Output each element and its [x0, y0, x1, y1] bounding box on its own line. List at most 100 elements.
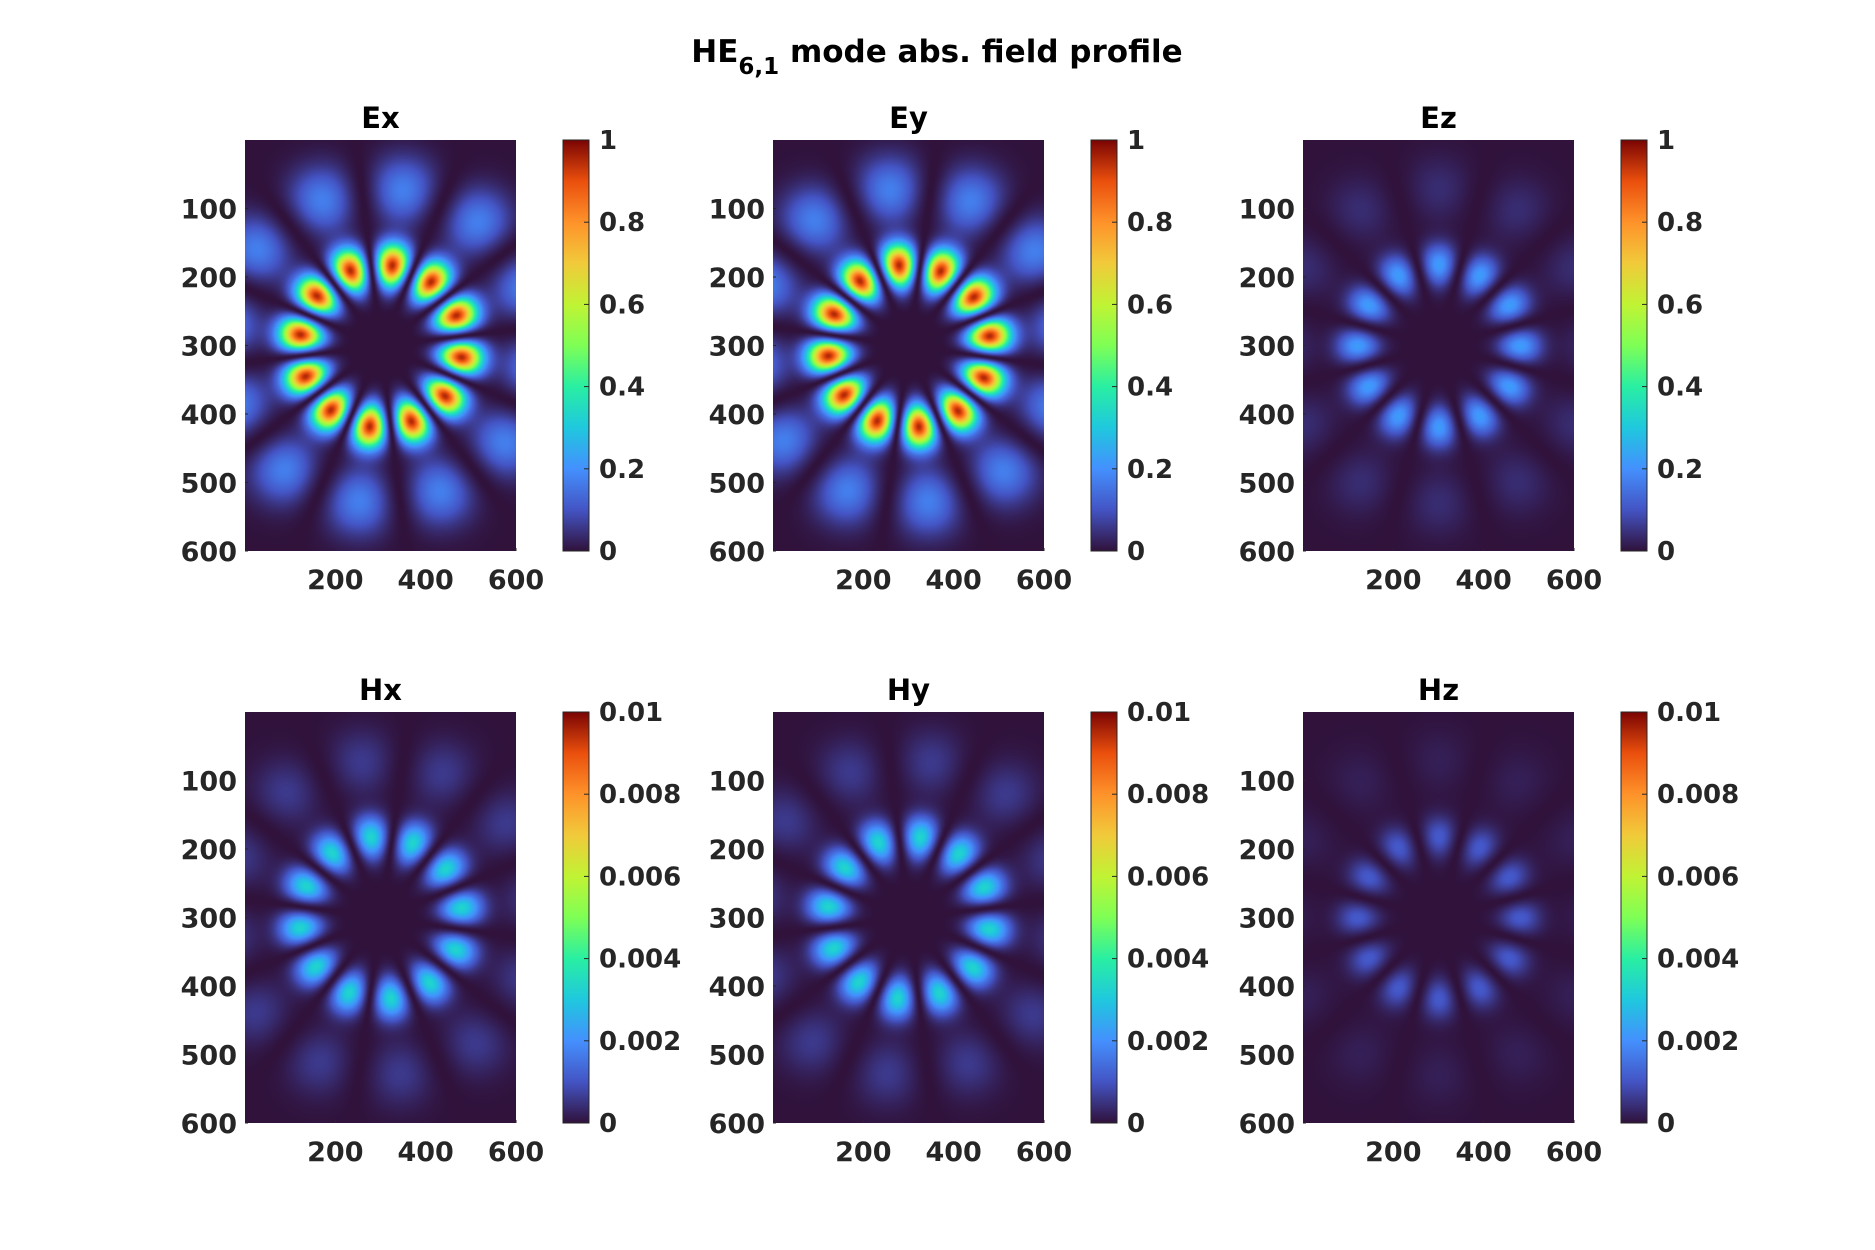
subplot-ex: Ex 100 200 300 400 500 600 200 400 600 0 0.2 0.4 0.6 0… — [181, 101, 645, 596]
y-tick-label: 100 — [709, 767, 765, 798]
colorbar-tick-label: 0.01 — [1127, 698, 1191, 728]
x-tick-label: 200 — [835, 1137, 891, 1168]
colorbar-tick-label: 0.8 — [1127, 208, 1173, 238]
x-tick-label: 200 — [307, 565, 363, 596]
heatmap-image — [1303, 712, 1574, 1123]
x-tick-label: 600 — [1546, 1137, 1602, 1168]
colorbar-tick-label: 0.004 — [1657, 945, 1739, 975]
y-tick-label: 500 — [181, 469, 237, 500]
y-tick-label: 400 — [1239, 400, 1295, 431]
heatmap-image — [773, 140, 1044, 551]
colorbar-tick-label: 0.6 — [1657, 290, 1703, 320]
y-tick-label: 100 — [1239, 195, 1295, 226]
x-tick-label: 400 — [397, 565, 453, 596]
y-tick-label: 100 — [709, 195, 765, 226]
colorbar-tick-label: 0 — [1127, 1109, 1145, 1139]
x-tick-label: 600 — [488, 1137, 544, 1168]
y-tick-label: 300 — [1239, 332, 1295, 363]
y-tick-label: 500 — [181, 1041, 237, 1072]
y-tick-label: 300 — [709, 332, 765, 363]
y-tick-label: 600 — [1239, 537, 1295, 568]
y-tick-label: 300 — [181, 904, 237, 935]
x-tick-label: 200 — [1365, 1137, 1421, 1168]
x-tick-label: 200 — [1365, 565, 1421, 596]
figure-title: HE6,1 mode abs. field profile — [691, 34, 1182, 80]
subplot-title: Hx — [359, 673, 402, 707]
figure-title-subscript: 6,1 — [738, 54, 779, 80]
subplot-title: Ez — [1420, 101, 1457, 135]
colorbar-tick-label: 0.8 — [1657, 208, 1703, 238]
x-tick-label: 200 — [835, 565, 891, 596]
x-tick-label: 400 — [925, 565, 981, 596]
colorbar-tick-label: 0 — [1657, 1109, 1675, 1139]
colorbar-tick-label: 0.2 — [1127, 455, 1173, 485]
colorbar — [1090, 711, 1118, 1124]
heatmap-image — [245, 140, 516, 551]
y-tick-label: 400 — [709, 972, 765, 1003]
colorbar — [1620, 711, 1648, 1124]
colorbar-tick-label: 0.6 — [599, 290, 645, 320]
x-tick-label: 400 — [1455, 565, 1511, 596]
y-tick-label: 400 — [181, 400, 237, 431]
figure-title-rest: mode abs. field profile — [779, 34, 1183, 70]
colorbar-tick-label: 0.008 — [1127, 780, 1209, 810]
y-tick-label: 500 — [709, 469, 765, 500]
x-tick-label: 600 — [488, 565, 544, 596]
colorbar-tick-label: 0.006 — [1657, 862, 1739, 892]
y-tick-label: 400 — [181, 972, 237, 1003]
y-tick-label: 200 — [709, 263, 765, 294]
x-tick-label: 400 — [397, 1137, 453, 1168]
colorbar-tick-label: 1 — [599, 126, 617, 156]
y-tick-label: 200 — [709, 835, 765, 866]
colorbar-tick-label: 0.002 — [599, 1027, 681, 1057]
figure-title-main: HE — [691, 34, 738, 70]
subplot-title: Hy — [887, 673, 930, 707]
colorbar-tick-label: 0.002 — [1657, 1027, 1739, 1057]
colorbar-tick-label: 0.01 — [1657, 698, 1721, 728]
heatmap-image — [1303, 140, 1574, 551]
colorbar — [562, 139, 590, 552]
subplot-ey: Ey 100 200 300 400 500 600 200 400 600 0 0.2 0.4 0.6 0… — [709, 101, 1173, 596]
y-tick-label: 500 — [1239, 1041, 1295, 1072]
y-tick-label: 500 — [709, 1041, 765, 1072]
y-tick-label: 200 — [1239, 263, 1295, 294]
y-tick-label: 200 — [181, 263, 237, 294]
colorbar-tick-label: 0.008 — [599, 780, 681, 810]
colorbar-tick-label: 0.002 — [1127, 1027, 1209, 1057]
colorbar-tick-label: 1 — [1127, 126, 1145, 156]
subplot-hy: Hy 100 200 300 400 500 600 200 400 600 0 0.002 0.004… — [709, 673, 1210, 1168]
colorbar-tick-label: 0.4 — [1657, 373, 1703, 403]
colorbar-tick-label: 0.008 — [1657, 780, 1739, 810]
heatmap-image — [245, 712, 516, 1123]
colorbar-tick-label: 0.006 — [1127, 862, 1209, 892]
subplot-title: Ex — [361, 101, 400, 135]
colorbar-tick-label: 0.8 — [599, 208, 645, 238]
y-tick-label: 300 — [181, 332, 237, 363]
y-tick-label: 300 — [1239, 904, 1295, 935]
y-tick-label: 100 — [181, 195, 237, 226]
colorbar — [1620, 139, 1648, 552]
subplot-ez: Ez 100 200 300 400 500 600 200 400 600 0 0.2 0.4 0.6 0… — [1239, 101, 1703, 596]
colorbar-tick-label: 0.6 — [1127, 290, 1173, 320]
y-tick-label: 400 — [1239, 972, 1295, 1003]
colorbar-tick-label: 0 — [599, 1109, 617, 1139]
x-tick-label: 600 — [1016, 1137, 1072, 1168]
y-tick-label: 300 — [709, 904, 765, 935]
colorbar-tick-label: 0.2 — [599, 455, 645, 485]
y-tick-label: 400 — [709, 400, 765, 431]
x-tick-label: 600 — [1016, 565, 1072, 596]
subplot-hx: Hx 100 200 300 400 500 600 200 400 600 0 0.002 0.004… — [181, 673, 682, 1168]
colorbar — [1090, 139, 1118, 552]
y-tick-label: 600 — [181, 537, 237, 568]
colorbar-tick-label: 0.4 — [1127, 373, 1173, 403]
colorbar-tick-label: 0.01 — [599, 698, 663, 728]
colorbar-tick-label: 0 — [1657, 537, 1675, 567]
x-tick-label: 600 — [1546, 565, 1602, 596]
colorbar-tick-label: 0.2 — [1657, 455, 1703, 485]
heatmap-image — [773, 712, 1044, 1123]
subplot-hz: Hz 100 200 300 400 500 600 200 400 600 0 0.002 0.004… — [1239, 673, 1740, 1168]
colorbar-tick-label: 0 — [1127, 537, 1145, 567]
x-tick-label: 400 — [1455, 1137, 1511, 1168]
colorbar-tick-label: 0.004 — [599, 945, 681, 975]
